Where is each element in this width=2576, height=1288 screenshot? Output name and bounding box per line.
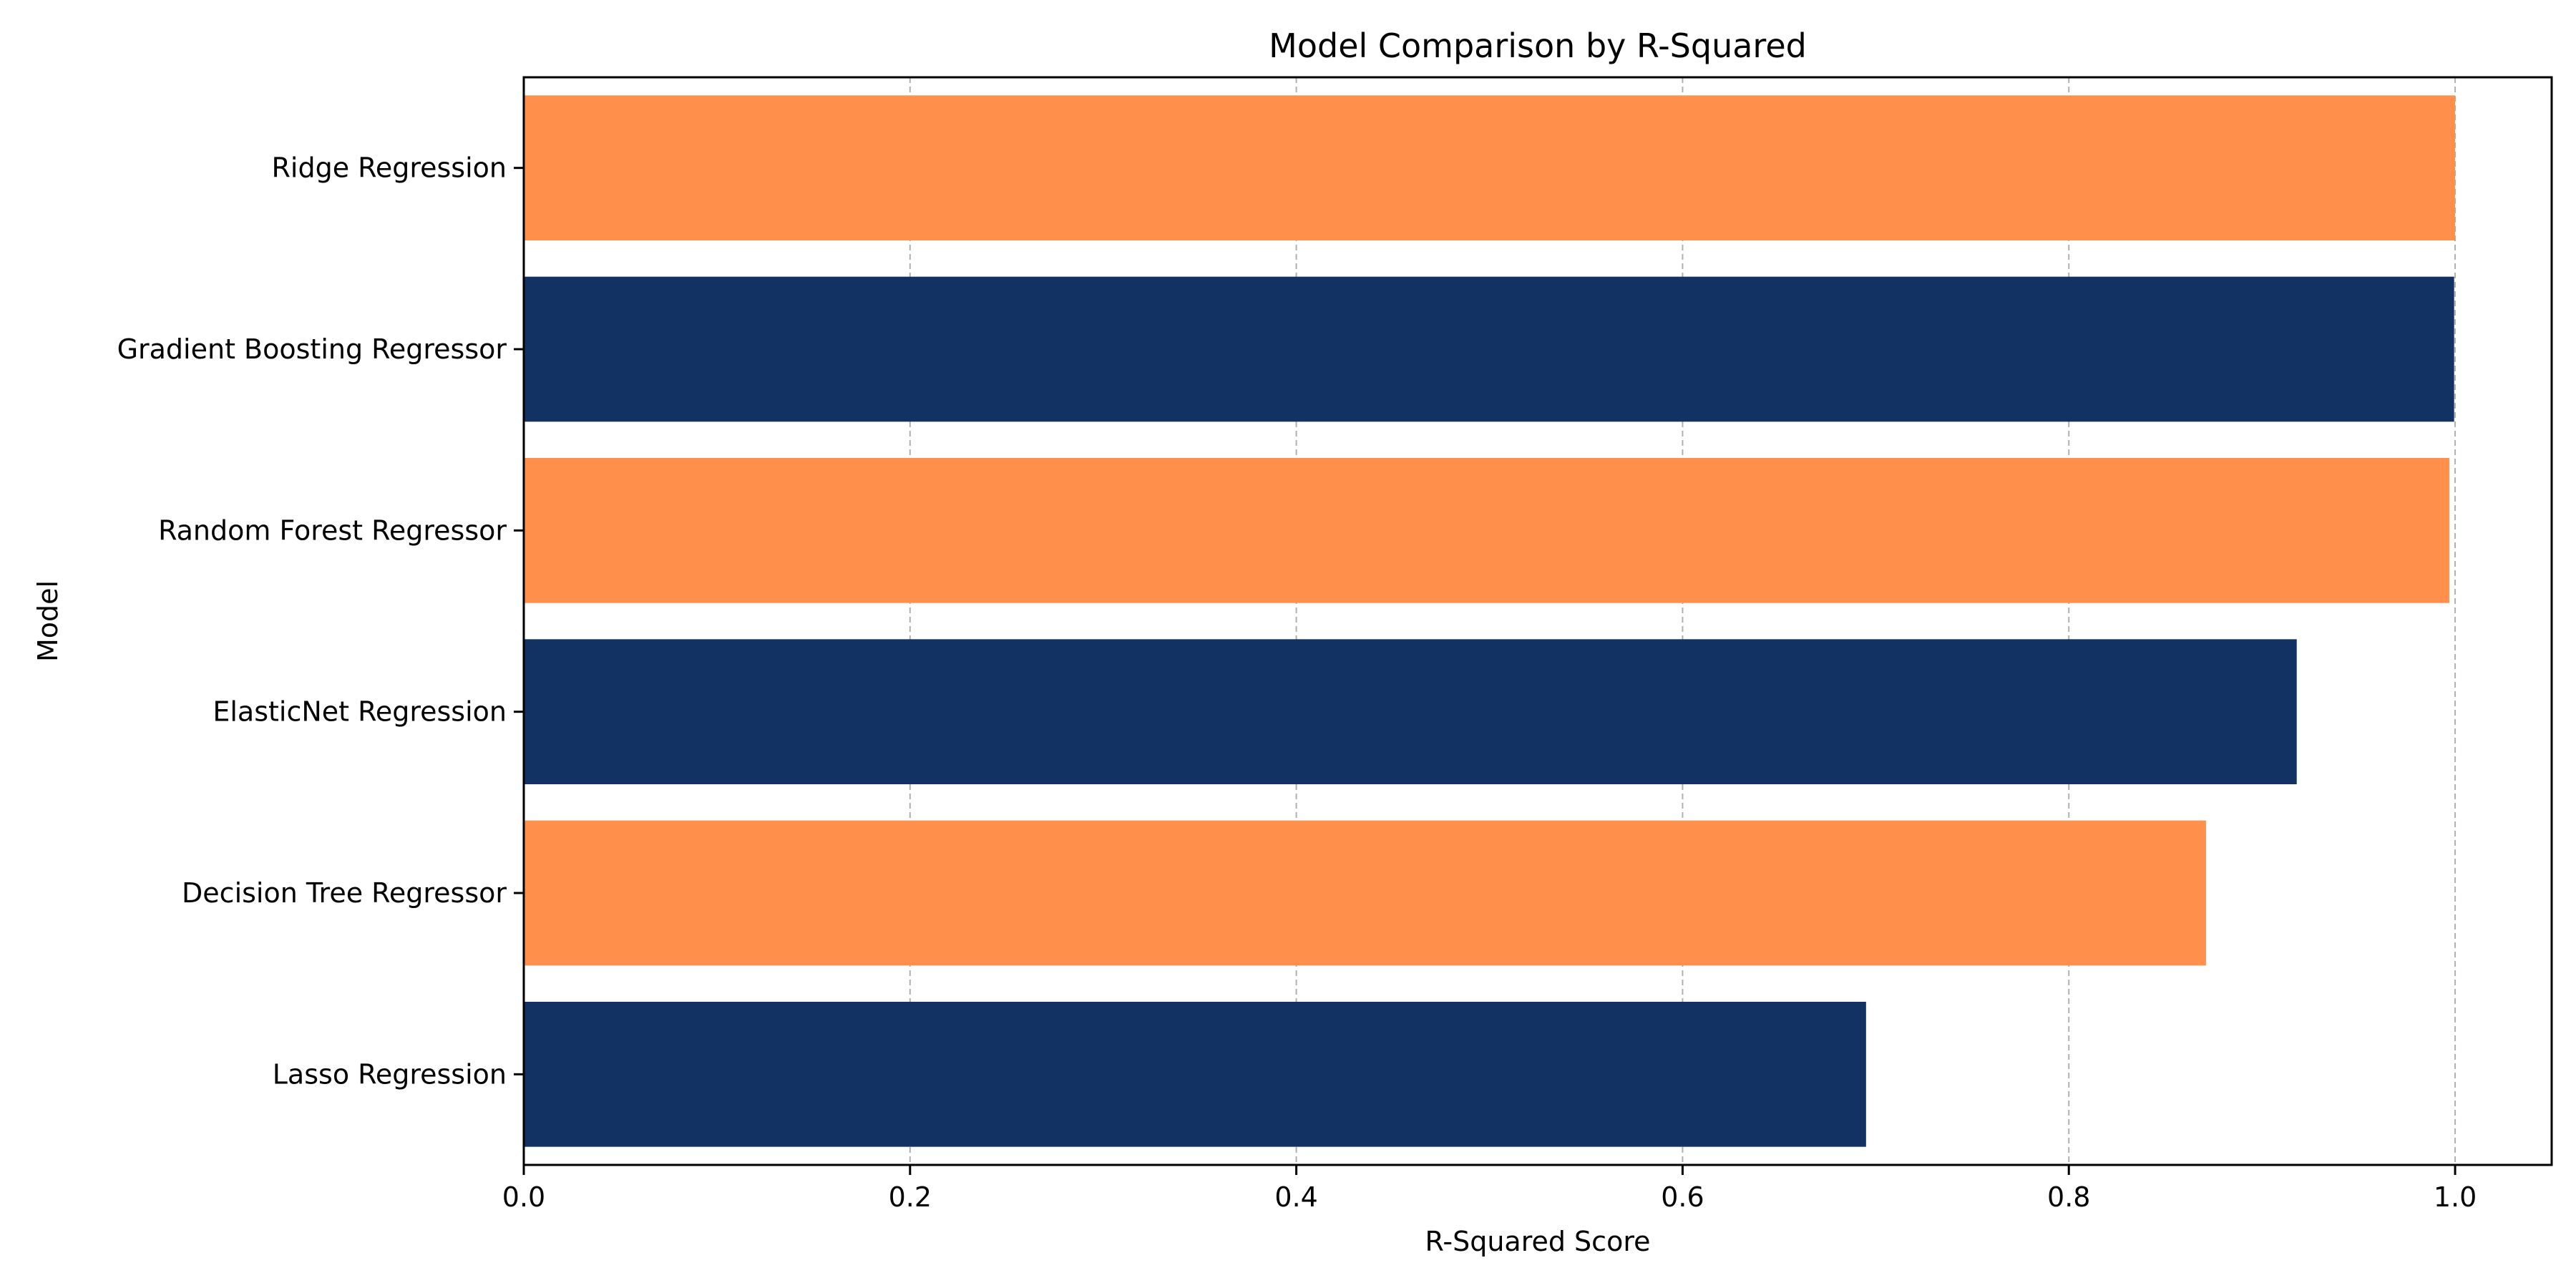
y-tick-label-4: Gradient Boosting Regressor bbox=[117, 333, 507, 365]
y-axis-label: Model bbox=[32, 580, 64, 662]
x-tick-label-5: 1.0 bbox=[2434, 1181, 2477, 1213]
bars bbox=[524, 95, 2456, 1147]
y-tick-label-2: ElasticNet Regression bbox=[213, 696, 507, 728]
bar-4 bbox=[524, 276, 2454, 422]
x-tick-label-3: 0.6 bbox=[1661, 1181, 1704, 1213]
bar-2 bbox=[524, 639, 2297, 784]
bar-3 bbox=[524, 458, 2449, 603]
x-tick-label-4: 0.8 bbox=[2047, 1181, 2090, 1213]
grid-lines bbox=[909, 77, 2457, 1165]
bar-1 bbox=[524, 820, 2206, 966]
plot-frame bbox=[522, 76, 2553, 1166]
x-tick-label-1: 0.2 bbox=[889, 1181, 932, 1213]
y-tick-label-1: Decision Tree Regressor bbox=[182, 877, 507, 909]
x-axis-ticks: 0.0 0.2 0.4 0.6 0.8 1.0 bbox=[502, 1165, 2477, 1213]
x-tick-label-0: 0.0 bbox=[502, 1181, 545, 1213]
y-tick-label-0: Lasso Regression bbox=[273, 1058, 507, 1090]
bar-5 bbox=[524, 95, 2456, 240]
x-axis-label: R-Squared Score bbox=[1425, 1226, 1651, 1257]
y-tick-label-3: Random Forest Regressor bbox=[158, 514, 507, 546]
chart-title: Model Comparison by R-Squared bbox=[1269, 26, 1807, 65]
x-tick-label-2: 0.4 bbox=[1274, 1181, 1317, 1213]
y-tick-label-5: Ridge Regression bbox=[271, 152, 507, 184]
y-axis-ticks: Lasso Regression Decision Tree Regressor E… bbox=[117, 152, 524, 1090]
bar-0 bbox=[524, 1002, 1866, 1147]
